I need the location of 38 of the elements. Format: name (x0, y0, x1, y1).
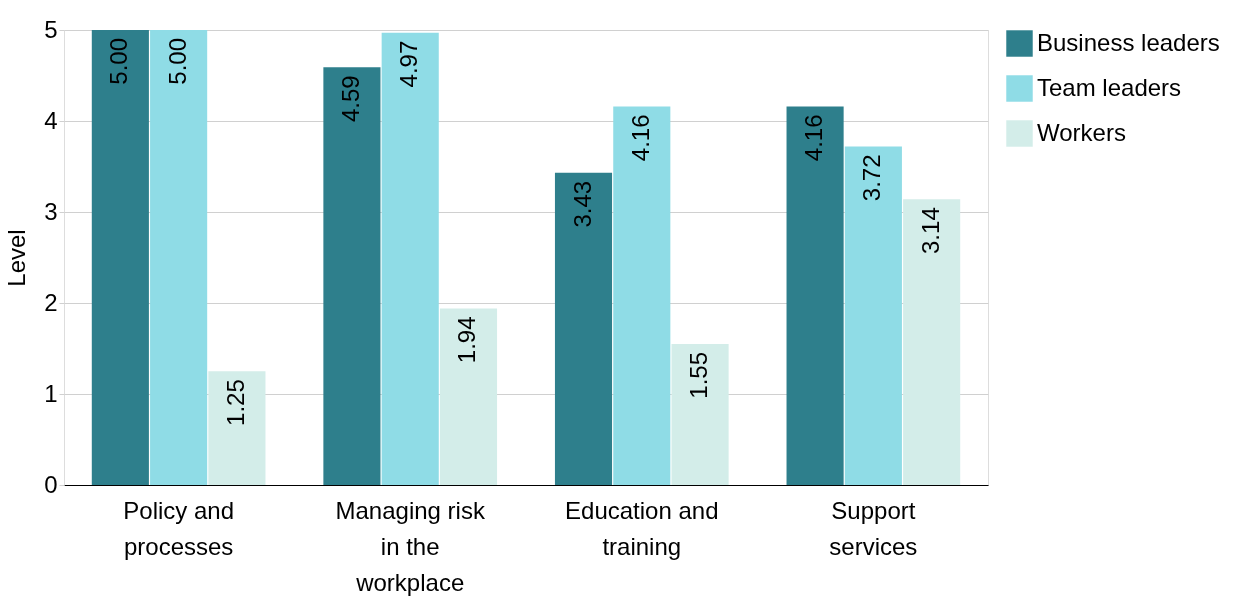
data-label: 1.94 (453, 316, 481, 364)
data-label: 4.16 (626, 114, 654, 162)
data-label: 4.59 (336, 75, 364, 123)
y-axis-title: Level (3, 229, 31, 287)
y-tick-label: 2 (44, 288, 58, 316)
x-tick-label: Policy and processes (123, 496, 234, 560)
y-tick-label: 1 (44, 379, 58, 407)
data-label: 1.55 (685, 351, 713, 399)
bar (439, 308, 498, 485)
bar (671, 343, 729, 485)
x-tick-label: Support services (829, 496, 918, 560)
data-label: 3.14 (916, 207, 944, 254)
bar (613, 106, 671, 485)
legend-label: Team leaders (1037, 73, 1182, 101)
bar (554, 172, 613, 485)
data-label: 5.00 (163, 38, 191, 85)
y-tick-label: 0 (44, 470, 58, 498)
y-tick-label: 3 (44, 197, 58, 225)
y-tick-label: 5 (44, 15, 58, 43)
data-label: 5.00 (105, 38, 133, 85)
bar (903, 199, 961, 485)
x-tick-label: Education and training (565, 496, 719, 560)
data-label: 4.16 (800, 114, 828, 162)
x-tick-label: Managing risk in the workplace (335, 496, 486, 596)
bar (91, 30, 149, 485)
data-label: 1.25 (221, 379, 249, 426)
bar (323, 67, 381, 485)
bar (844, 146, 902, 485)
bar (786, 106, 844, 485)
data-label: 3.72 (858, 154, 886, 202)
y-tick-label: 4 (44, 106, 58, 134)
legend-label: Business leaders (1037, 28, 1220, 56)
bar (208, 371, 266, 485)
bar (150, 30, 208, 485)
bar (381, 32, 439, 485)
data-label: 3.43 (568, 180, 596, 228)
data-label: 4.97 (395, 40, 423, 88)
legend-label: Workers (1037, 118, 1126, 146)
